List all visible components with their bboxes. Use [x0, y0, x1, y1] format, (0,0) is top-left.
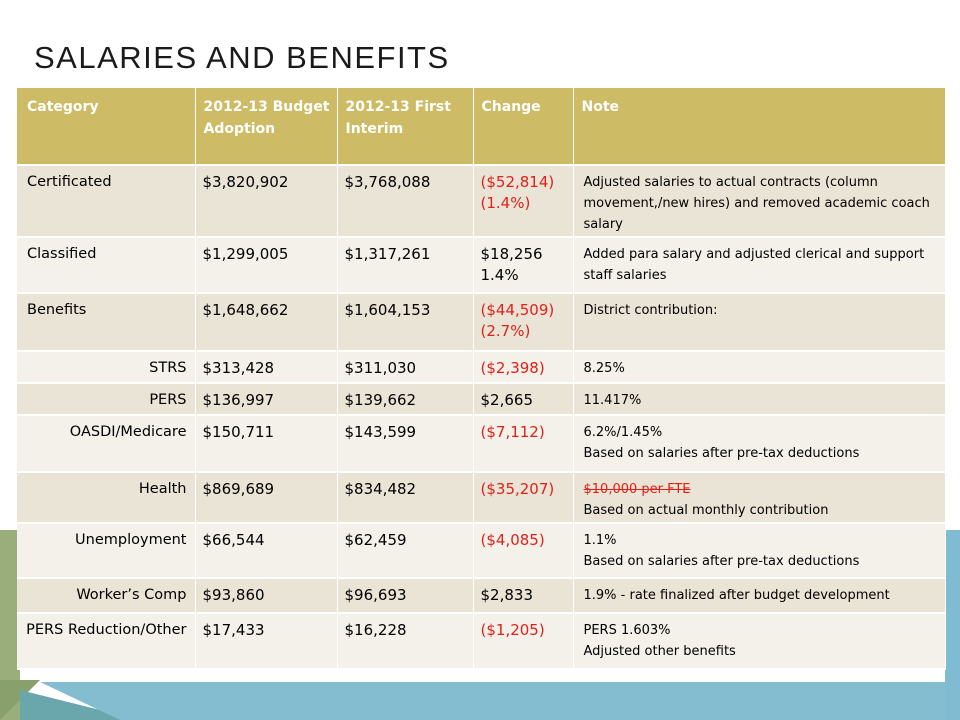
table-row-strs: STRS $313,428 $311,030 ($2,398) 8.25%: [17, 351, 946, 384]
row-category: PERS Reduction/Other: [17, 613, 196, 670]
header-change: Change: [473, 88, 574, 166]
row-interim: $16,228: [337, 613, 474, 670]
table-row-health: Health $869,689 $834,482 ($35,207) $10,0…: [17, 472, 946, 524]
row-category: Classified: [17, 237, 196, 294]
row-note: 1.1% Based on salaries after pre-tax ded…: [573, 523, 946, 579]
row-category: Unemployment: [17, 523, 196, 579]
header-first-interim: 2012-13 First Interim: [337, 88, 474, 166]
table-row-pers-reduction-other: PERS Reduction/Other $17,433 $16,228 ($1…: [17, 613, 946, 670]
row-category: Certificated: [17, 165, 196, 238]
row-interim: $139,662: [337, 383, 474, 416]
row-change: ($35,207): [473, 472, 574, 524]
row-category: STRS: [17, 351, 196, 384]
row-change: ($7,112): [473, 415, 574, 473]
salaries-benefits-table: Category 2012-13 Budget Adoption 2012-13…: [17, 88, 946, 670]
row-interim: $62,459: [337, 523, 474, 579]
table-row-classified: Classified $1,299,005 $1,317,261 $18,256…: [17, 237, 946, 294]
table-row-benefits: Benefits $1,648,662 $1,604,153 ($44,509)…: [17, 293, 946, 352]
row-change: $2,665: [473, 383, 574, 416]
row-interim: $1,317,261: [337, 237, 474, 294]
note-struck-line: $10,000 per FTE: [583, 482, 691, 497]
table-row-workers-comp: Worker’s Comp $93,860 $96,693 $2,833 1.9…: [17, 578, 946, 614]
row-budget: $17,433: [195, 613, 338, 670]
row-note: 8.25%: [573, 351, 946, 384]
row-interim: $3,768,088: [337, 165, 474, 238]
row-change: ($44,509) (2.7%): [473, 293, 574, 352]
row-budget: $313,428: [195, 351, 338, 384]
header-note: Note: [573, 88, 946, 166]
background-blue-band: [40, 682, 945, 720]
note-line: Adjusted other benefits: [583, 644, 736, 659]
slide-title: SALARIES AND BENEFITS: [34, 40, 450, 75]
background-green-shape: [0, 530, 20, 720]
row-interim: $96,693: [337, 578, 474, 614]
note-line: Based on actual monthly contribution: [583, 503, 829, 518]
row-note: PERS 1.603% Adjusted other benefits: [573, 613, 946, 670]
row-note: 6.2%/1.45% Based on salaries after pre-t…: [573, 415, 946, 473]
row-interim: $834,482: [337, 472, 474, 524]
row-budget: $150,711: [195, 415, 338, 473]
row-note: 11.417%: [573, 383, 946, 416]
row-change: $2,833: [473, 578, 574, 614]
row-category: Benefits: [17, 293, 196, 352]
row-budget: $136,997: [195, 383, 338, 416]
table-row-oasdi-medicare: OASDI/Medicare $150,711 $143,599 ($7,112…: [17, 415, 946, 473]
table-header-row: Category 2012-13 Budget Adoption 2012-13…: [17, 88, 946, 166]
row-budget: $3,820,902: [195, 165, 338, 238]
table-row-unemployment: Unemployment $66,544 $62,459 ($4,085) 1.…: [17, 523, 946, 579]
row-category: OASDI/Medicare: [17, 415, 196, 473]
note-line: Based on salaries after pre-tax deductio…: [583, 554, 860, 569]
row-category: Health: [17, 472, 196, 524]
note-line: Based on salaries after pre-tax deductio…: [583, 446, 860, 461]
row-note: 1.9% - rate finalized after budget devel…: [573, 578, 946, 614]
row-note: Adjusted salaries to actual contracts (c…: [573, 165, 946, 238]
row-interim: $1,604,153: [337, 293, 474, 352]
row-change: ($2,398): [473, 351, 574, 384]
row-budget: $66,544: [195, 523, 338, 579]
table-row-pers: PERS $136,997 $139,662 $2,665 11.417%: [17, 383, 946, 416]
row-change: $18,256 1.4%: [473, 237, 574, 294]
header-budget-adoption: 2012-13 Budget Adoption: [195, 88, 338, 166]
note-line: PERS 1.603%: [583, 623, 671, 638]
row-change: ($52,814) (1.4%): [473, 165, 574, 238]
row-change: ($1,205): [473, 613, 574, 670]
table-row-certificated: Certificated $3,820,902 $3,768,088 ($52,…: [17, 165, 946, 238]
row-category: Worker’s Comp: [17, 578, 196, 614]
row-note: Added para salary and adjusted clerical …: [573, 237, 946, 294]
row-budget: $93,860: [195, 578, 338, 614]
row-category: PERS: [17, 383, 196, 416]
note-line: 1.1%: [583, 533, 617, 548]
row-interim: $143,599: [337, 415, 474, 473]
row-budget: $1,299,005: [195, 237, 338, 294]
background-blue-shape: [945, 530, 960, 720]
note-line: 6.2%/1.45%: [583, 425, 663, 440]
row-note: District contribution:: [573, 293, 946, 352]
header-category: Category: [17, 88, 196, 166]
row-interim: $311,030: [337, 351, 474, 384]
row-budget: $869,689: [195, 472, 338, 524]
row-change: ($4,085): [473, 523, 574, 579]
row-note: $10,000 per FTE Based on actual monthly …: [573, 472, 946, 524]
row-budget: $1,648,662: [195, 293, 338, 352]
